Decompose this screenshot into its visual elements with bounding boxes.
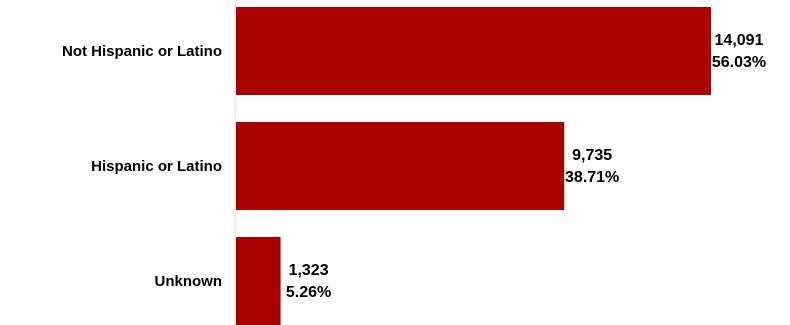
category-label-hispanic-or-latino: Hispanic or Latino [91,158,222,175]
bar-unknown [236,237,281,325]
category-label-not-hispanic-or-latino: Not Hispanic or Latino [62,43,222,60]
category-label-unknown: Unknown [155,273,223,290]
bars-group [236,7,711,325]
value-label-unknown: 1,323 [289,262,329,279]
bar-not-hispanic-or-latino [236,7,711,95]
percent-label-hispanic-or-latino: 38.71% [565,169,619,186]
percent-label-unknown: 5.26% [286,284,331,301]
value-label-not-hispanic-or-latino: 14,091 [715,32,764,49]
labels-group: Not Hispanic or Latino 14,091 56.03% Hispan… [62,32,766,301]
value-label-hispanic-or-latino: 9,735 [572,147,612,164]
percent-label-not-hispanic-or-latino: 56.03% [712,54,766,71]
bar-hispanic-or-latino [236,122,565,210]
